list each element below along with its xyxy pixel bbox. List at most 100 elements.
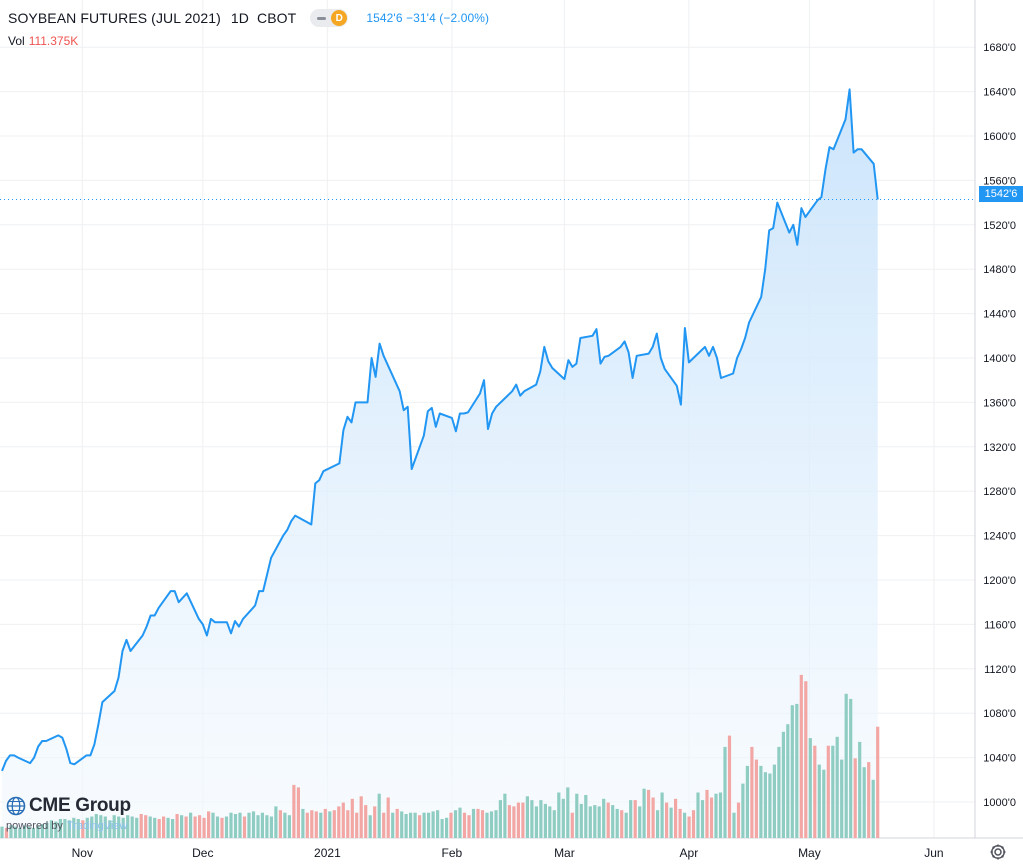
- volume-bar: [292, 784, 296, 838]
- volume-bar: [18, 827, 22, 838]
- volume-bar: [831, 745, 835, 838]
- symbol-title[interactable]: SOYBEAN FUTURES (JUL 2021): [8, 10, 221, 26]
- chart-header: SOYBEAN FUTURES (JUL 2021) 1D CBOT D 154…: [8, 8, 489, 28]
- volume-bar: [108, 820, 112, 838]
- volume-bar: [58, 819, 62, 838]
- volume-bar: [269, 816, 273, 838]
- volume-bar: [840, 759, 844, 838]
- volume-bar: [49, 820, 53, 838]
- volume-bar: [238, 812, 242, 838]
- volume-bar: [521, 802, 525, 838]
- volume-bar: [135, 817, 139, 838]
- volume-bar: [534, 806, 538, 838]
- volume-bar: [790, 705, 794, 838]
- volume-bar: [144, 815, 148, 838]
- company-name: CME Group: [29, 795, 131, 816]
- volume-bar: [665, 802, 669, 838]
- brand-logo[interactable]: CME Group powered by TradingView: [6, 795, 166, 839]
- volume-value: 111.375K: [28, 34, 79, 48]
- volume-bar: [849, 698, 853, 838]
- y-tick-label: 1280'0: [983, 486, 1016, 498]
- volume-bar: [691, 810, 696, 838]
- volume-bar: [422, 812, 426, 838]
- volume-bar: [871, 779, 875, 838]
- y-tick-label: 1200'0: [983, 575, 1016, 587]
- y-tick-label: 1000'0: [983, 797, 1016, 809]
- volume-bar: [36, 825, 40, 838]
- volume-bar: [40, 824, 44, 838]
- volume-bar: [364, 805, 368, 838]
- dash-icon: [317, 16, 327, 20]
- volume-bar: [162, 816, 166, 838]
- globe-icon: [6, 796, 26, 816]
- y-tick-label: 1600'0: [983, 131, 1016, 143]
- volume-bar: [826, 745, 830, 838]
- volume-bar: [153, 817, 157, 838]
- volume-bar: [530, 800, 534, 838]
- volume-bar: [242, 816, 247, 838]
- volume-bar: [570, 812, 574, 838]
- gear-icon[interactable]: [988, 842, 1008, 862]
- volume-bar: [817, 764, 821, 838]
- volume-bar: [786, 724, 790, 838]
- volume-bar: [700, 800, 705, 838]
- x-tick-label: Mar: [554, 846, 575, 860]
- volume-bar: [638, 806, 642, 838]
- volume-bar: [629, 800, 633, 838]
- volume-bar: [754, 759, 758, 838]
- volume-bar: [678, 808, 682, 838]
- volume-bar: [413, 812, 417, 838]
- volume-bar: [602, 798, 606, 838]
- volume-bar: [139, 814, 143, 838]
- logo-row: CME Group: [6, 795, 166, 817]
- volume-bar: [449, 812, 453, 838]
- y-tick-label: 1480'0: [983, 264, 1016, 276]
- volume-bar: [337, 806, 341, 838]
- volume-bar: [233, 814, 238, 838]
- volume-bar: [777, 746, 781, 838]
- volume-bar: [341, 802, 345, 838]
- volume-bar: [835, 736, 839, 838]
- volume-bar: [539, 800, 543, 838]
- volume-bar: [224, 816, 229, 838]
- volume-bar: [63, 819, 67, 838]
- platform-name[interactable]: TradingView: [66, 820, 128, 832]
- volume-bar: [642, 788, 646, 838]
- y-tick-label: 1120'0: [984, 664, 1016, 676]
- volume-bar: [126, 815, 130, 838]
- volume-bar: [278, 810, 282, 838]
- volume-bar: [418, 815, 422, 838]
- volume-bar: [121, 817, 125, 838]
- volume-bar: [579, 803, 583, 838]
- y-tick-label: 1520'0: [983, 220, 1016, 232]
- volume-bar: [22, 825, 26, 838]
- volume-bar: [193, 816, 197, 838]
- volume-bar: [54, 821, 58, 838]
- volume-bar: [251, 811, 256, 838]
- y-tick-label: 1680'0: [983, 42, 1016, 54]
- volume-bar: [799, 674, 803, 838]
- volume-bar: [853, 758, 857, 838]
- volume-bar: [552, 810, 556, 838]
- volume-bar: [117, 816, 121, 838]
- volume-bar: [328, 811, 332, 838]
- price-line: [1, 88, 879, 772]
- volume-bar: [768, 773, 772, 838]
- volume-bar: [687, 816, 691, 838]
- interval-label[interactable]: 1D: [230, 10, 250, 26]
- volume-bar: [440, 819, 444, 838]
- volume-bar: [27, 826, 31, 838]
- data-status-icon[interactable]: D: [310, 9, 349, 27]
- volume-bar: [386, 797, 390, 838]
- volume-bar: [72, 817, 76, 838]
- volume-bar: [220, 817, 224, 838]
- volume-bar: [377, 793, 381, 838]
- volume-bar: [85, 817, 89, 838]
- volume-bar: [274, 806, 278, 838]
- volume-bar: [606, 802, 610, 838]
- y-tick-label: 1640'0: [983, 87, 1016, 99]
- volume-bar: [103, 816, 107, 838]
- volume-bar: [489, 811, 494, 838]
